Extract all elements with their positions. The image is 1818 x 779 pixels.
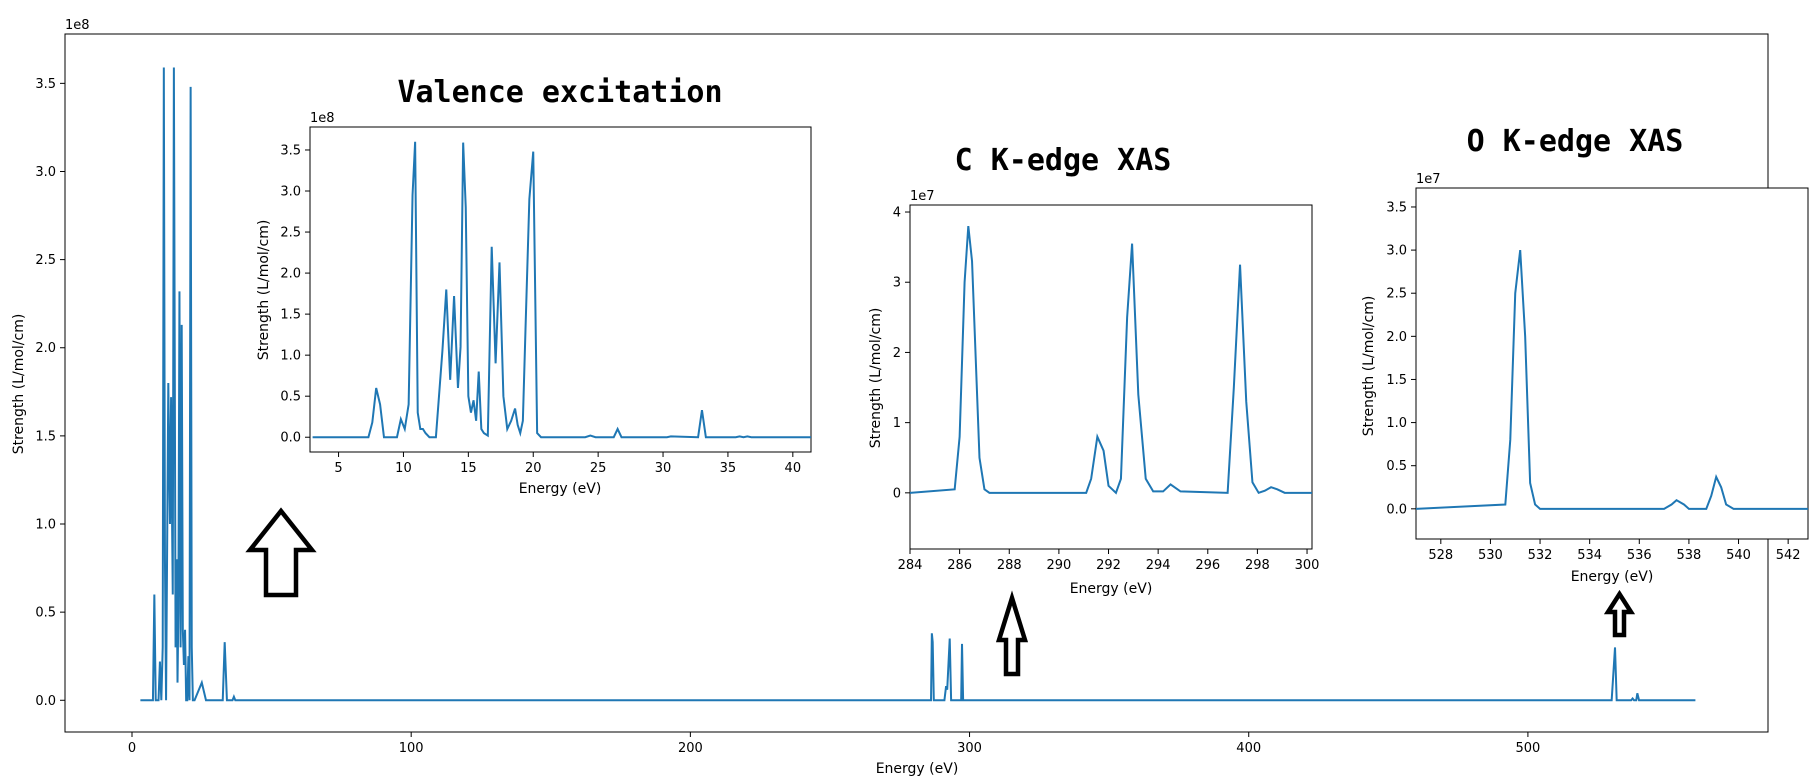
c-kedge-x-axis-label: Energy (eV) xyxy=(1070,581,1153,597)
valence-spectrum-line xyxy=(312,141,811,439)
c-kedge-x-tick-label: 292 xyxy=(1096,558,1121,573)
valence-y-ticks: 0.0 0.5 1.0 1.5 2.0 2.5 3.0 3.5 xyxy=(280,143,310,446)
o-kedge-y-axis-label: Strength (L/mol/cm) xyxy=(1361,296,1377,437)
c-kedge-inset-title: C K-edge XAS xyxy=(955,143,1172,178)
main-x-tick-label: 500 xyxy=(1515,741,1540,756)
c-kedge-y-offset-label: 1e7 xyxy=(910,189,935,204)
c-kedge-x-tick-label: 288 xyxy=(997,558,1022,573)
main-y-tick-label: 2.5 xyxy=(35,253,56,268)
arrow-up-icon xyxy=(245,507,317,598)
main-y-ticks: 0.0 0.5 1.0 1.5 2.0 2.5 3.0 3.5 xyxy=(35,77,65,709)
c-kedge-y-tick-label: 1 xyxy=(893,416,901,431)
o-kedge-spectrum-line xyxy=(1415,249,1808,510)
valence-x-ticks: 5 10 15 20 25 30 35 40 xyxy=(334,452,801,476)
c-kedge-y-tick-label: 2 xyxy=(893,346,901,361)
o-kedge-y-tick-label: 1.0 xyxy=(1386,416,1407,431)
c-kedge-x-tick-label: 284 xyxy=(898,558,923,573)
o-kedge-y-offset-label: 1e7 xyxy=(1416,172,1441,187)
o-kedge-x-tick-label: 534 xyxy=(1577,548,1602,563)
main-y-axis-label: Strength (L/mol/cm) xyxy=(11,314,27,455)
c-kedge-x-tick-label: 298 xyxy=(1245,558,1270,573)
o-kedge-y-tick-label: 3.0 xyxy=(1386,244,1407,259)
valence-y-axis-label: Strength (L/mol/cm) xyxy=(256,220,272,361)
main-x-tick-label: 300 xyxy=(957,741,982,756)
valence-x-tick-label: 5 xyxy=(334,461,342,476)
o-kedge-y-tick-label: 1.5 xyxy=(1386,373,1407,388)
main-spectrum-line xyxy=(140,67,1696,702)
main-y-tick-label: 2.0 xyxy=(35,341,56,356)
c-kedge-x-tick-label: 300 xyxy=(1295,558,1320,573)
valence-x-tick-label: 30 xyxy=(655,461,672,476)
main-y-tick-label: 1.5 xyxy=(35,429,56,444)
c-kedge-x-tick-label: 286 xyxy=(947,558,972,573)
c-kedge-x-ticks: 284 286 288 290 292 294 296 298 300 xyxy=(898,549,1320,573)
main-x-ticks: 0 100 200 300 400 500 xyxy=(128,732,1540,756)
o-kedge-inset-frame xyxy=(1415,187,1809,540)
o-kedge-y-ticks: 0.0 0.5 1.0 1.5 2.0 2.5 3.0 3.5 xyxy=(1386,200,1416,517)
valence-x-axis-label: Energy (eV) xyxy=(519,481,602,497)
arrow-up-icon xyxy=(1603,589,1636,638)
o-kedge-x-tick-label: 528 xyxy=(1428,548,1453,563)
valence-x-tick-label: 15 xyxy=(460,461,477,476)
c-kedge-inset: C K-edge XAS 284 286 288 290 292 294 296 298 300… xyxy=(868,143,1319,597)
o-kedge-y-tick-label: 2.0 xyxy=(1386,330,1407,345)
o-kedge-y-tick-label: 2.5 xyxy=(1386,287,1407,302)
o-kedge-x-ticks: 528 530 532 534 536 538 540 542 xyxy=(1428,539,1801,563)
o-kedge-x-tick-label: 536 xyxy=(1627,548,1652,563)
valence-x-tick-label: 20 xyxy=(525,461,542,476)
valence-y-tick-label: 2.0 xyxy=(280,267,301,282)
c-kedge-y-tick-label: 0 xyxy=(893,486,901,501)
c-kedge-y-axis-label: Strength (L/mol/cm) xyxy=(868,308,884,449)
valence-inset-frame xyxy=(309,126,812,453)
valence-y-tick-label: 1.5 xyxy=(280,308,301,323)
o-kedge-y-tick-label: 0.0 xyxy=(1386,502,1407,517)
o-kedge-y-tick-label: 3.5 xyxy=(1386,200,1407,215)
c-kedge-x-tick-label: 296 xyxy=(1195,558,1220,573)
main-y-offset-label: 1e8 xyxy=(65,18,90,33)
c-kedge-x-tick-label: 290 xyxy=(1046,558,1071,573)
valence-x-tick-label: 10 xyxy=(395,461,412,476)
o-kedge-y-tick-label: 0.5 xyxy=(1386,459,1407,474)
valence-y-tick-label: 3.5 xyxy=(280,143,301,158)
valence-y-offset-label: 1e8 xyxy=(310,111,335,126)
valence-y-tick-label: 2.5 xyxy=(280,226,301,241)
c-kedge-y-tick-label: 4 xyxy=(893,206,901,221)
valence-x-tick-label: 40 xyxy=(785,461,802,476)
valence-y-tick-label: 0.5 xyxy=(280,390,301,405)
valence-inset-title: Valence excitation xyxy=(397,75,722,110)
main-y-tick-label: 0.5 xyxy=(35,606,56,621)
valence-inset: Valence excitation 5 10 15 20 25 30 35 40 0.00.… xyxy=(256,75,812,497)
valence-x-tick-label: 35 xyxy=(720,461,737,476)
main-y-tick-label: 3.5 xyxy=(35,77,56,92)
o-kedge-x-tick-label: 542 xyxy=(1776,548,1801,563)
main-y-tick-label: 0.0 xyxy=(35,694,56,709)
c-kedge-spectrum-line xyxy=(909,225,1312,495)
c-kedge-y-tick-label: 3 xyxy=(893,276,901,291)
main-y-tick-label: 3.0 xyxy=(35,165,56,180)
valence-y-tick-label: 3.0 xyxy=(280,185,301,200)
o-kedge-x-axis-label: Energy (eV) xyxy=(1571,569,1654,585)
c-kedge-inset-frame xyxy=(909,204,1313,550)
valence-y-tick-label: 0.0 xyxy=(280,431,301,446)
main-x-tick-label: 400 xyxy=(1236,741,1261,756)
main-y-tick-label: 1.0 xyxy=(35,518,56,533)
valence-y-tick-label: 1.0 xyxy=(280,349,301,364)
main-x-tick-label: 0 xyxy=(128,741,136,756)
o-kedge-x-tick-label: 532 xyxy=(1528,548,1553,563)
o-kedge-x-tick-label: 538 xyxy=(1676,548,1701,563)
valence-x-tick-label: 25 xyxy=(590,461,607,476)
o-kedge-x-tick-label: 540 xyxy=(1726,548,1751,563)
o-kedge-inset-title: O K-edge XAS xyxy=(1467,124,1684,159)
main-x-tick-label: 100 xyxy=(399,741,424,756)
o-kedge-inset: O K-edge XAS 528 530 532 534 536 538 540 542 0.… xyxy=(1361,124,1809,585)
arrow-up-icon xyxy=(995,590,1029,677)
c-kedge-x-tick-label: 294 xyxy=(1146,558,1171,573)
main-x-tick-label: 200 xyxy=(678,741,703,756)
o-kedge-x-tick-label: 530 xyxy=(1478,548,1503,563)
c-kedge-y-ticks: 0 1 2 3 4 xyxy=(893,206,910,501)
main-x-axis-label: Energy (eV) xyxy=(876,761,959,777)
